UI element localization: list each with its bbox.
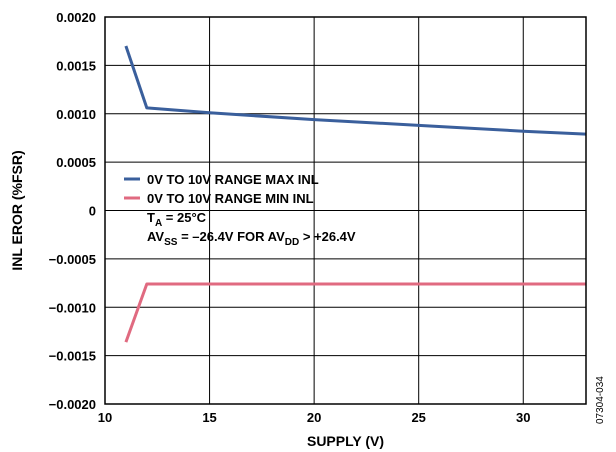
x-tick-label: 10 bbox=[98, 410, 112, 425]
y-tick-label: −0.0005 bbox=[49, 252, 96, 267]
supply-annotation: AVSS = –26.4V FOR AVDD > +26.4V bbox=[147, 229, 356, 248]
x-axis-label: SUPPLY (V) bbox=[307, 433, 384, 449]
grid-lines bbox=[105, 17, 586, 404]
y-tick-label: −0.0015 bbox=[49, 349, 96, 364]
y-tick-label: −0.0010 bbox=[49, 300, 96, 315]
x-tick-label: 15 bbox=[202, 410, 216, 425]
tick-labels: 10 15 20 25 30 0.0020 0.0015 0.0010 0.0005 0 −0.00… bbox=[49, 10, 531, 425]
x-tick-label: 30 bbox=[516, 410, 530, 425]
y-tick-label: −0.0020 bbox=[49, 397, 96, 412]
plot-frame bbox=[104, 16, 587, 405]
y-tick-label: 0.0005 bbox=[56, 155, 96, 170]
series-lines bbox=[124, 45, 587, 343]
y-tick-label: 0.0020 bbox=[56, 10, 96, 25]
x-tick-label: 25 bbox=[411, 410, 425, 425]
y-tick-label: 0 bbox=[89, 204, 96, 219]
legend: 0V TO 10V RANGE MAX INL 0V TO 10V RANGE … bbox=[124, 172, 356, 248]
legend-label-max: 0V TO 10V RANGE MAX INL bbox=[147, 172, 319, 187]
y-tick-label: 0.0010 bbox=[56, 107, 96, 122]
legend-label-min: 0V TO 10V RANGE MIN INL bbox=[147, 191, 314, 206]
y-tick-label: 0.0015 bbox=[56, 58, 96, 73]
figure-id: 07304-034 bbox=[595, 376, 606, 424]
max-inl-series-line bbox=[124, 45, 587, 136]
min-inl-series-line bbox=[124, 282, 586, 343]
x-tick-label: 20 bbox=[307, 410, 321, 425]
y-axis-label: INL EROR (%FSR) bbox=[9, 150, 25, 270]
temperature-annotation: TA = 25°C bbox=[147, 210, 207, 229]
